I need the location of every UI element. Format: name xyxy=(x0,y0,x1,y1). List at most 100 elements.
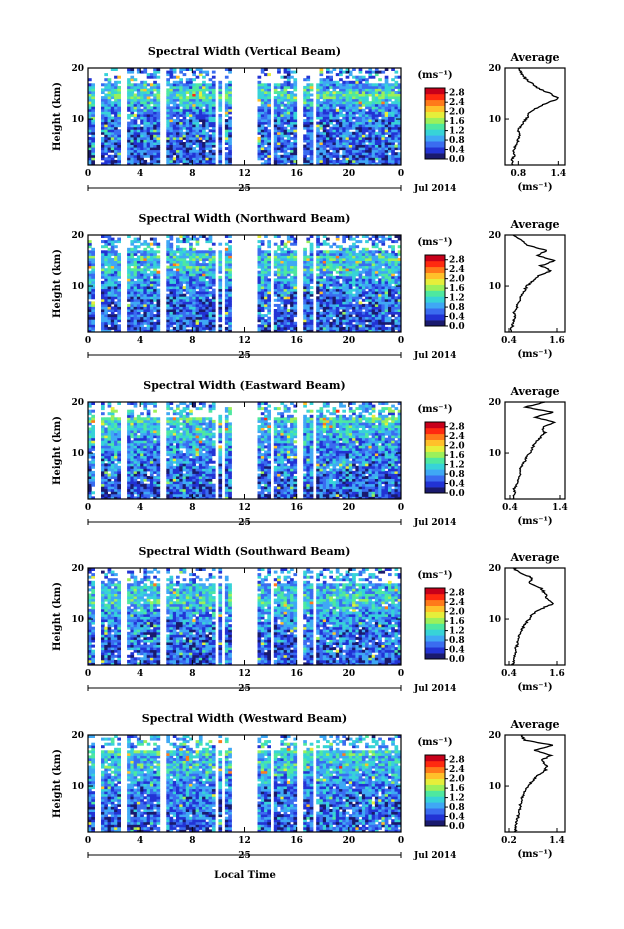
heatmap-cell xyxy=(91,329,95,333)
heatmap-cell xyxy=(192,280,196,284)
heatmap-cell xyxy=(391,136,395,140)
heatmap-cell xyxy=(130,88,135,92)
heatmap-cell xyxy=(153,250,157,254)
heatmap-cell xyxy=(257,106,262,110)
heatmap-cell xyxy=(391,147,395,151)
heatmap-cell xyxy=(388,278,392,282)
heatmap-cell xyxy=(107,301,112,305)
heatmap-cell xyxy=(146,278,151,282)
heatmap-cell xyxy=(140,154,144,158)
heatmap-cell xyxy=(169,152,174,156)
heatmap-cell xyxy=(114,142,118,145)
heatmap-cell xyxy=(88,293,92,297)
heatmap-cell xyxy=(332,149,337,153)
heatmap-cell xyxy=(280,136,285,140)
heatmap-cell xyxy=(371,111,376,115)
heatmap-cell xyxy=(182,278,187,282)
heatmap-cell xyxy=(143,255,148,259)
heatmap-cell xyxy=(309,255,314,259)
heatmap-cell xyxy=(130,321,135,325)
heatmap-cell xyxy=(88,245,92,249)
heatmap-cell xyxy=(224,162,229,166)
heatmap-cell xyxy=(293,83,298,87)
heatmap-cell xyxy=(257,147,262,151)
heatmap-cell xyxy=(153,283,157,287)
heatmap-cell xyxy=(303,329,307,333)
heatmap-cell xyxy=(195,119,200,123)
heatmap-cell xyxy=(224,252,229,256)
heatmap-cell xyxy=(388,245,392,249)
heatmap-cell xyxy=(286,121,291,125)
heatmap-cell xyxy=(91,296,95,300)
heatmap-cell xyxy=(130,124,135,128)
heatmap-cell xyxy=(397,129,402,133)
heatmap-cell xyxy=(218,326,223,330)
heatmap-cell xyxy=(182,134,187,138)
heatmap-cell xyxy=(189,129,193,133)
heatmap-cell xyxy=(264,108,268,112)
heatmap-cell xyxy=(358,106,363,110)
heatmap-cell xyxy=(309,111,314,115)
heatmap-cell xyxy=(101,88,105,92)
heatmap-cell xyxy=(361,258,366,261)
heatmap-cell xyxy=(335,263,340,267)
heatmap-cell xyxy=(388,268,392,272)
heatmap-cell xyxy=(117,291,121,295)
heatmap-cell xyxy=(319,93,324,97)
heatmap-cell xyxy=(273,116,278,120)
heatmap-cell xyxy=(117,301,121,305)
heatmap-cell xyxy=(202,75,206,79)
heatmap-cell xyxy=(361,119,366,123)
heatmap-cell xyxy=(182,314,187,318)
heatmap-cell xyxy=(332,68,337,71)
heatmap-cell xyxy=(205,108,210,112)
heatmap-cell xyxy=(371,139,376,143)
heatmap-cell xyxy=(140,142,144,145)
heatmap-cell xyxy=(352,326,356,330)
heatmap-cell xyxy=(348,283,353,287)
heatmap-cell xyxy=(205,101,210,105)
heatmap-cell xyxy=(127,286,131,290)
heatmap-cell xyxy=(136,131,141,135)
heatmap-cell xyxy=(319,121,324,125)
heatmap-cell xyxy=(202,265,206,269)
heatmap-cell xyxy=(127,275,131,279)
heatmap-cell xyxy=(348,73,353,77)
heatmap-cell xyxy=(156,91,161,94)
heatmap-cell xyxy=(352,303,356,307)
heatmap-cell xyxy=(107,278,112,282)
heatmap-cell xyxy=(156,116,161,120)
heatmap-cell xyxy=(374,237,379,241)
heatmap-cell xyxy=(179,70,183,74)
heatmap-cell xyxy=(101,83,105,87)
heatmap-cell xyxy=(192,291,196,295)
heatmap-cell xyxy=(267,278,271,282)
heatmap-cell xyxy=(286,301,291,305)
heatmap-cell xyxy=(192,103,196,107)
heatmap-cell xyxy=(388,142,392,145)
heatmap-cell xyxy=(224,96,229,100)
heatmap-cell xyxy=(329,314,333,318)
heatmap-cell xyxy=(378,139,382,143)
heatmap-cell xyxy=(176,326,180,330)
heatmap-cell xyxy=(371,306,376,310)
heatmap-cell xyxy=(342,101,346,105)
heatmap-cell xyxy=(378,309,382,312)
heatmap-cell xyxy=(345,144,350,148)
heatmap-cell xyxy=(260,316,265,320)
heatmap-cell xyxy=(117,268,121,272)
heatmap-cell xyxy=(104,275,108,279)
heatmap-cell xyxy=(176,237,180,241)
heatmap-cell xyxy=(195,273,200,277)
heatmap-cell xyxy=(91,85,95,89)
heatmap-cell xyxy=(283,93,288,97)
heatmap-cell xyxy=(176,121,180,125)
heatmap-cell xyxy=(335,298,340,302)
heatmap-cell xyxy=(335,147,340,151)
heatmap-cell xyxy=(202,149,206,153)
heatmap-cell xyxy=(381,103,386,107)
heatmap-cell xyxy=(195,255,200,259)
heatmap-cell xyxy=(149,73,154,77)
heatmap-cell xyxy=(166,252,170,256)
heatmap-cell xyxy=(228,103,232,107)
